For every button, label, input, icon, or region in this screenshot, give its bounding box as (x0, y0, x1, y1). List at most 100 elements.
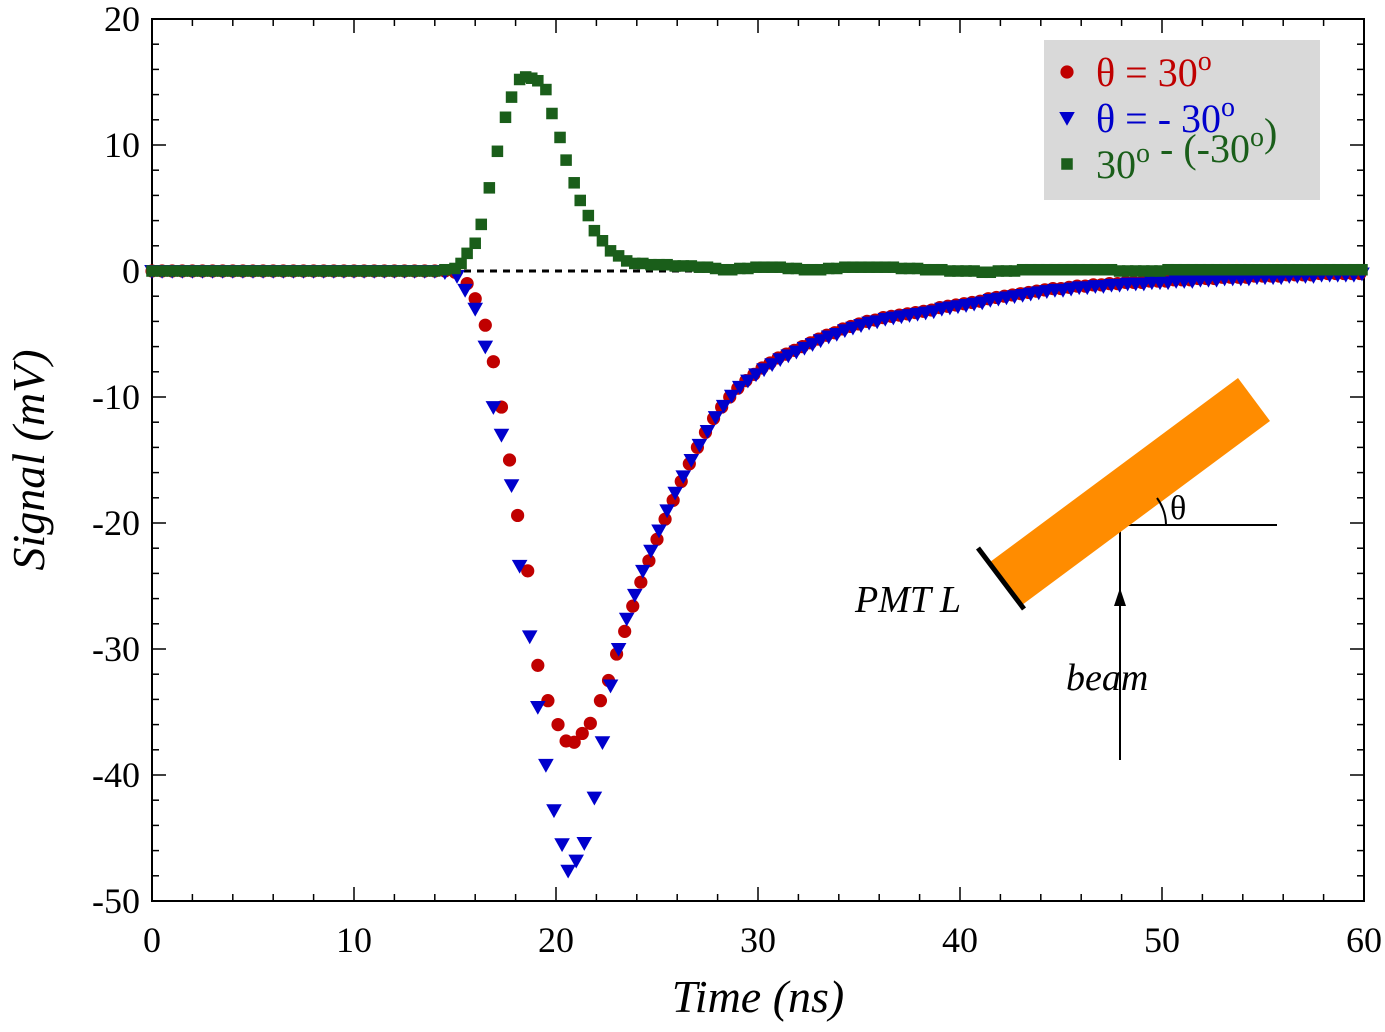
data-point (642, 554, 656, 568)
data-point (828, 328, 845, 342)
data-point (554, 131, 566, 144)
data-point (499, 111, 512, 124)
data-point (602, 679, 619, 694)
data-point (521, 564, 535, 578)
inset-scintillator-bar (990, 378, 1270, 605)
data-point (477, 340, 494, 355)
series-2 (144, 265, 1370, 879)
data-point (551, 718, 565, 732)
data-point (669, 260, 681, 272)
data-point (196, 265, 209, 277)
inset-pmt-end-line (976, 546, 1026, 611)
data-point (804, 338, 821, 352)
data-point (449, 262, 461, 275)
data-point (576, 837, 593, 851)
data-point (780, 349, 797, 364)
data-point (1323, 263, 1336, 276)
axis-tick-labels: 0 10 20 30 40 50 60 20 10 0 -10 -20 -30 -40 -50 (92, 0, 1382, 960)
data-point (176, 265, 189, 277)
data-point (596, 235, 609, 247)
data-point (715, 399, 732, 414)
data-point (530, 700, 546, 715)
data-point (1267, 263, 1279, 276)
data-point (538, 758, 554, 773)
legend-label: 30o - (-30o) (1096, 110, 1277, 187)
data-point (911, 262, 924, 275)
data-point (475, 218, 488, 231)
data-point (531, 658, 545, 672)
data-point (734, 262, 746, 275)
data-point (798, 263, 811, 276)
data-point (732, 380, 748, 395)
data-point (774, 261, 786, 273)
data-point (532, 74, 544, 87)
data-point (478, 318, 492, 332)
data-point (505, 91, 518, 103)
x-tick-label: 0 (143, 920, 161, 960)
data-point (503, 479, 520, 493)
data-point (1291, 263, 1304, 276)
data-point (511, 559, 528, 574)
data-point (822, 262, 835, 275)
legend-marker (1059, 112, 1075, 126)
data-point (1146, 265, 1158, 277)
data-point (685, 260, 698, 272)
inset-angle-label: θ (1170, 490, 1186, 527)
data-point (317, 265, 330, 277)
data-point (574, 194, 586, 207)
y-tick-label: 10 (104, 125, 140, 165)
data-point (968, 265, 980, 277)
data-point (485, 401, 502, 415)
data-point (683, 454, 700, 468)
data-point (717, 263, 730, 276)
data-point (645, 258, 657, 271)
y-tick-label: -20 (92, 503, 140, 543)
legend-box (1044, 40, 1320, 200)
data-point (461, 247, 473, 260)
data-point (588, 224, 601, 237)
inset-beam-arrow-icon (1114, 588, 1126, 606)
data-point (699, 425, 716, 439)
data-point (378, 265, 391, 277)
data-point (540, 83, 552, 96)
data-point (1299, 263, 1312, 276)
legend-label: θ = - 30o (1096, 92, 1235, 141)
data-point (457, 283, 473, 298)
data-point (723, 389, 740, 404)
data-point (1170, 263, 1182, 276)
data-point (1307, 263, 1320, 276)
data-point (358, 265, 370, 277)
data-point (725, 263, 738, 276)
data-point (388, 265, 401, 277)
data-point (1089, 263, 1102, 276)
x-tick-label: 20 (538, 920, 574, 960)
data-point (1243, 263, 1255, 276)
legend-marker (1061, 158, 1073, 170)
data-point (541, 694, 555, 708)
data-point (1340, 263, 1352, 276)
data-point (237, 265, 249, 277)
inset-bar-label: PMT L (854, 579, 961, 621)
data-point (635, 564, 651, 579)
x-tick-label: 60 (1346, 920, 1382, 960)
data-point (216, 265, 229, 277)
data-point (491, 145, 504, 158)
data-point (1138, 265, 1150, 277)
legend-marker (1060, 65, 1074, 79)
data-point (455, 257, 467, 270)
data-point (812, 334, 829, 349)
data-point (788, 345, 805, 360)
data-point (1113, 265, 1126, 277)
data-point (814, 263, 827, 276)
data-point (1121, 265, 1134, 277)
data-point (855, 261, 867, 273)
data-point (568, 854, 584, 869)
data-point (429, 265, 441, 277)
data-point (952, 265, 964, 277)
data-point (677, 260, 690, 272)
data-point (1178, 263, 1190, 276)
data-point (903, 262, 916, 275)
series-3 (146, 71, 1368, 279)
data-point (661, 258, 673, 271)
